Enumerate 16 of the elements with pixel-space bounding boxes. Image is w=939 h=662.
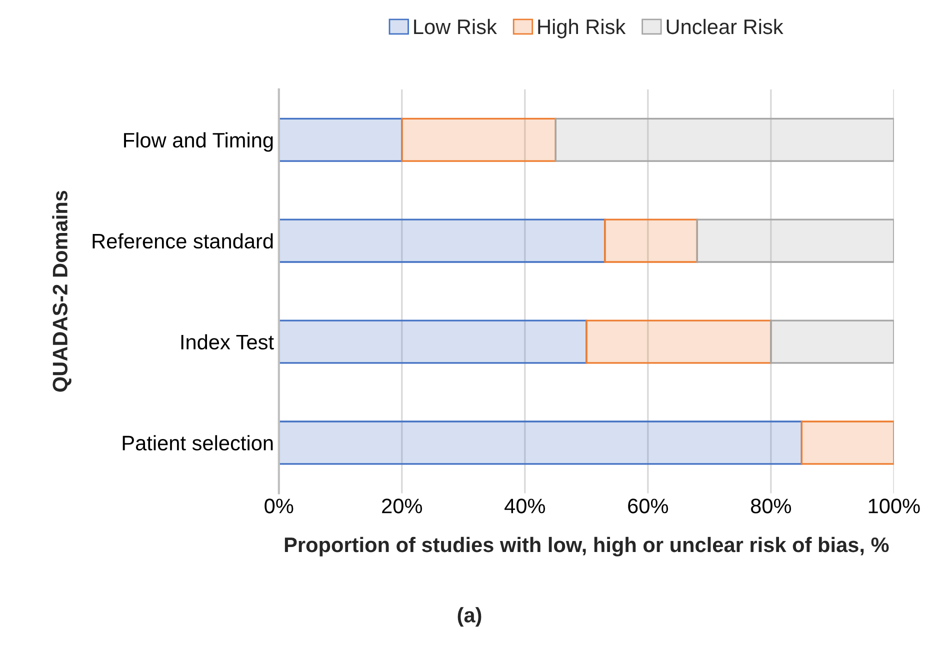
x-tick-label: 40% [504, 498, 546, 514]
y-tick-label: Patient selection [122, 435, 273, 450]
y-tick-label: Index Test [181, 334, 274, 350]
x-tick-label: 100% [868, 498, 920, 514]
text: (a) [458, 607, 482, 627]
y-tick-label: Flow and Timing [124, 132, 273, 152]
y-tick-label: Reference standard [92, 233, 273, 249]
legend-label: Unclear Risk [666, 18, 784, 34]
x-axis-title: Proportion of studies with low, high or unclear risk of bias, % [284, 536, 889, 556]
x-tick-label: 80% [750, 498, 792, 514]
x-tick-label: 0% [264, 498, 294, 514]
x-tick-label: 60% [628, 498, 668, 514]
y-axis-title: QUADAS-2 Domains [52, 190, 72, 392]
legend-label: Low Risk [414, 18, 497, 34]
x-tick-label: 20% [382, 498, 422, 514]
legend-label: High Risk [538, 18, 626, 38]
